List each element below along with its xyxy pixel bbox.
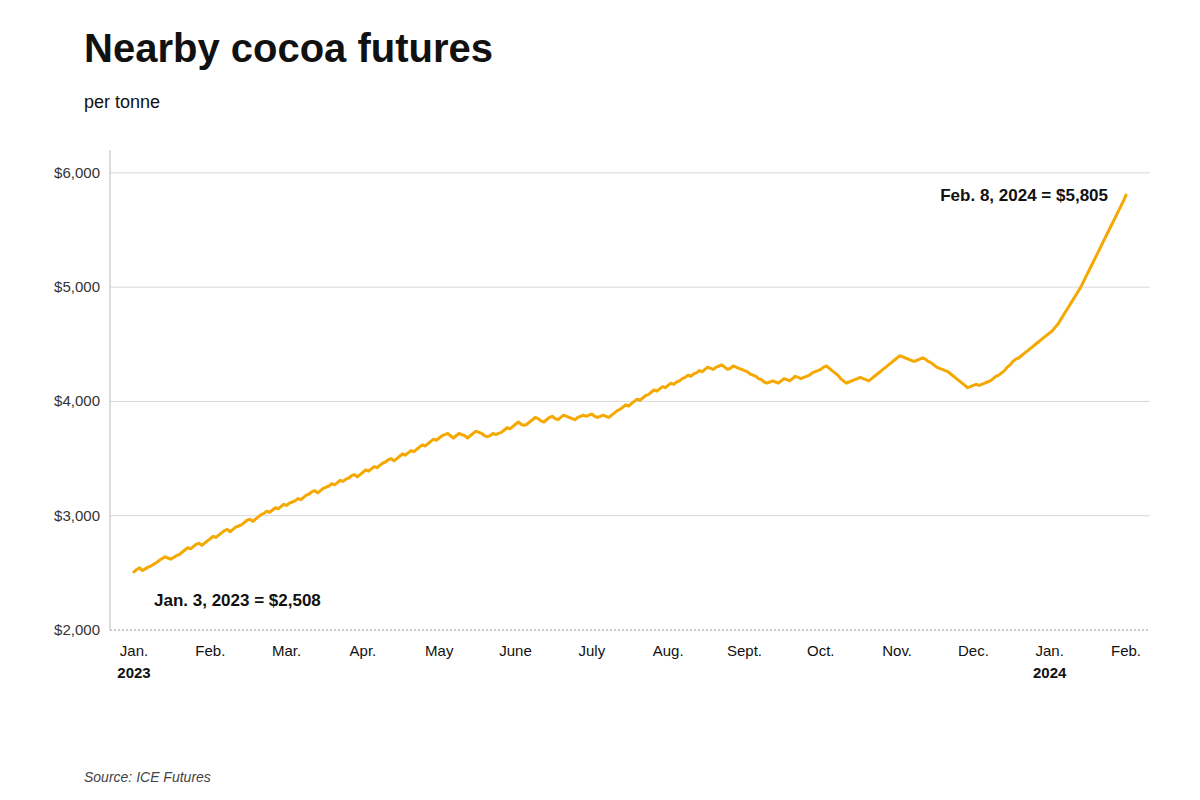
title: Nearby cocoa futures — [84, 26, 493, 70]
x-tick-label: Apr. — [350, 642, 377, 659]
year-label: 2024 — [1033, 664, 1067, 681]
source: Source: ICE Futures — [84, 769, 211, 785]
chart: Nearby cocoa futures per tonne Source: ICE… — [0, 0, 1200, 800]
plot-area — [134, 195, 1126, 572]
year-label: 2023 — [117, 664, 150, 681]
x-tick-label: July — [579, 642, 606, 659]
x-tick-label: Aug. — [653, 642, 684, 659]
x-tick-label: Jan. — [1036, 642, 1064, 659]
x-tick-label: Jan. — [120, 642, 148, 659]
grid-line — [110, 172, 1150, 173]
y-grid — [110, 173, 1150, 630]
x-tick-label: Feb. — [1111, 642, 1141, 659]
x-tick-label: May — [425, 642, 454, 659]
y-tick-label: $6,000 — [54, 164, 100, 181]
annotation: Jan. 3, 2023 = $2,508 — [154, 591, 321, 610]
x-tick-label: June — [499, 642, 532, 659]
y-axis-line — [110, 150, 111, 630]
grid-line — [110, 630, 1150, 631]
grid-line — [110, 401, 1150, 402]
y-tick-label: $4,000 — [54, 392, 100, 409]
x-tick-label: Dec. — [958, 642, 989, 659]
grid-line — [110, 287, 1150, 288]
x-tick-label: Nov. — [882, 642, 912, 659]
annotation: Feb. 8, 2024 = $5,805 — [940, 186, 1108, 205]
subtitle: per tonne — [84, 92, 160, 112]
y-tick-label: $3,000 — [54, 507, 100, 524]
price-line — [134, 195, 1126, 572]
y-tick-label: $5,000 — [54, 278, 100, 295]
x-tick-label: Sept. — [727, 642, 762, 659]
x-tick-label: Feb. — [195, 642, 225, 659]
x-tick-label: Mar. — [272, 642, 301, 659]
background — [0, 0, 1200, 800]
grid-line — [110, 515, 1150, 516]
y-tick-label: $2,000 — [54, 621, 100, 638]
x-tick-label: Oct. — [807, 642, 835, 659]
